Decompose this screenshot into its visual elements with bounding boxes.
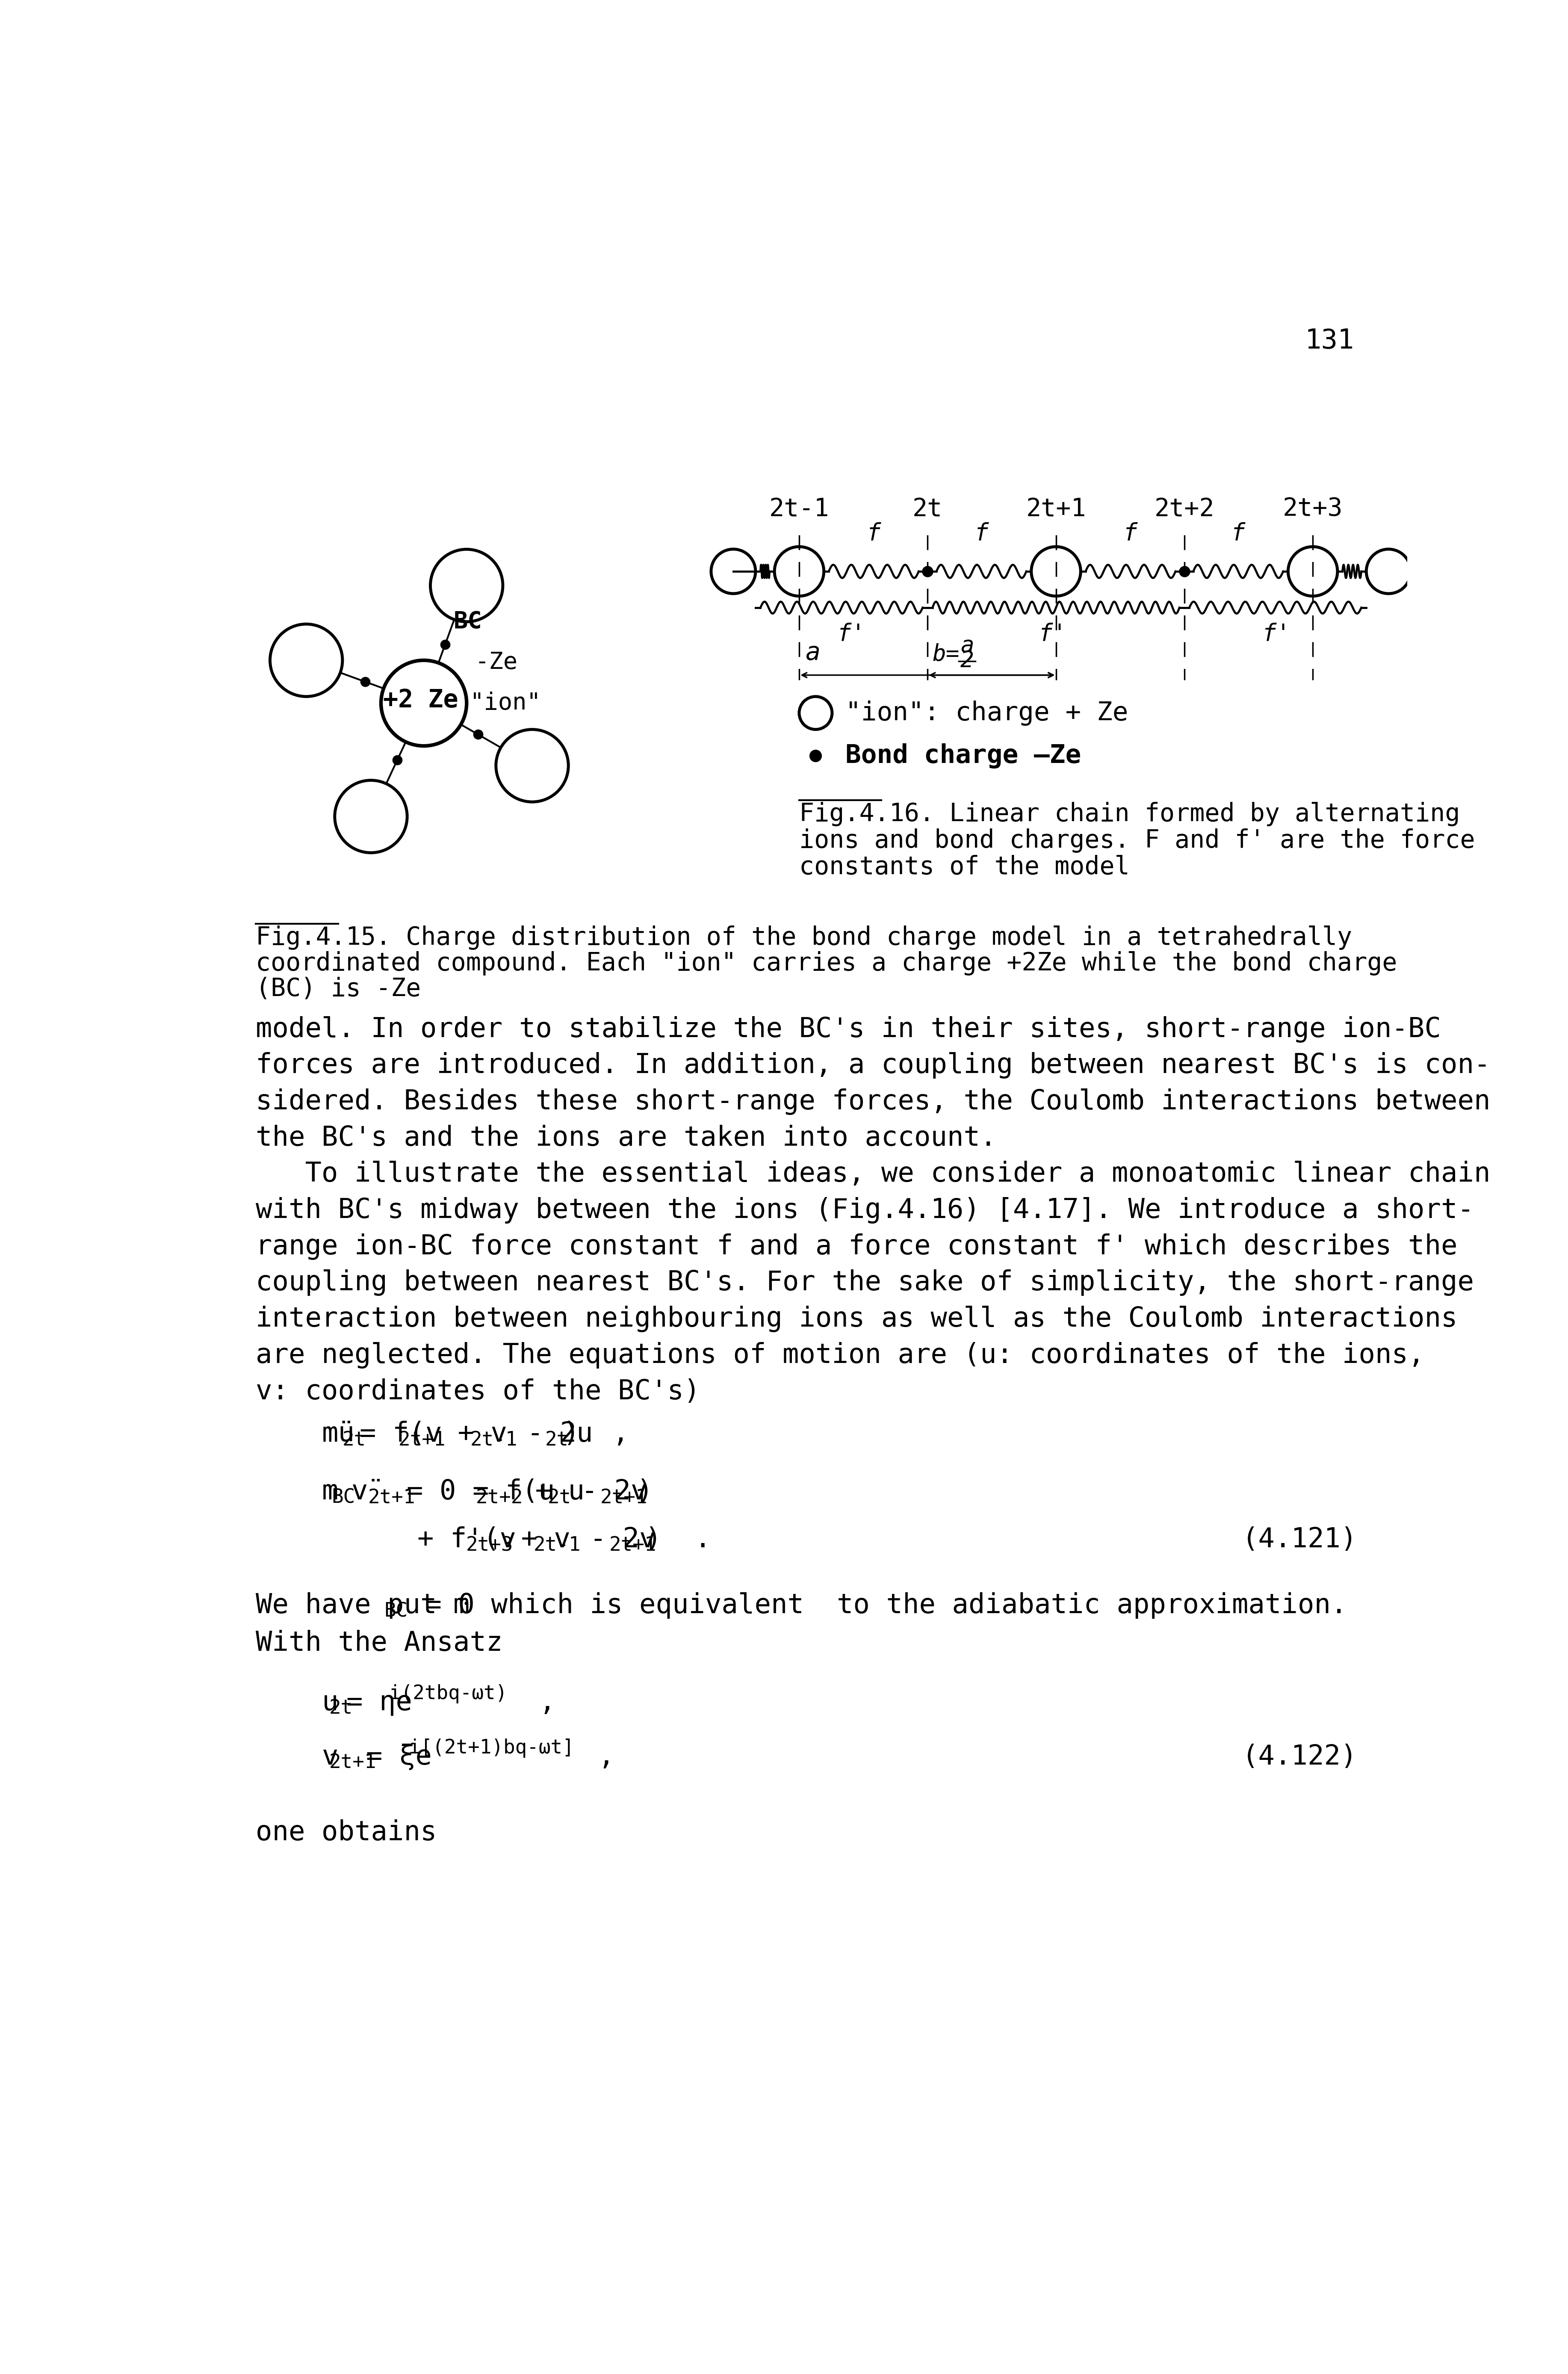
Text: sidered. Besides these short-range forces, the Coulomb interactions between: sidered. Besides these short-range force… [256, 1087, 1491, 1116]
Text: 131: 131 [1305, 328, 1353, 354]
Text: "ion": "ion" [470, 691, 541, 715]
Text: 2t+1: 2t+1 [398, 1432, 445, 1451]
Text: the BC's and the ions are taken into account.: the BC's and the ions are taken into acc… [256, 1125, 997, 1151]
Text: - 2v: - 2v [574, 1526, 655, 1553]
Text: u: u [321, 1690, 339, 1716]
Text: forces are introduced. In addition, a coupling between nearest BC's is con-: forces are introduced. In addition, a co… [256, 1052, 1491, 1078]
Text: v: v [321, 1743, 339, 1771]
Text: 2t-1: 2t-1 [533, 1536, 580, 1555]
Text: 2t+1: 2t+1 [601, 1488, 648, 1507]
Text: = 0 = f(u: = 0 = f(u [406, 1479, 555, 1505]
Text: To illustrate the essential ideas, we consider a monoatomic linear chain: To illustrate the essential ideas, we co… [256, 1161, 1491, 1187]
Text: We have put m: We have put m [256, 1593, 470, 1619]
Text: )  ,: ) , [563, 1422, 629, 1448]
Text: = ηe: = ηe [347, 1690, 412, 1716]
Text: 2t+1: 2t+1 [610, 1536, 657, 1555]
Text: 2t+3: 2t+3 [1283, 496, 1342, 520]
Text: Fig.4.16. Linear chain formed by alternating: Fig.4.16. Linear chain formed by alterna… [800, 802, 1460, 826]
Text: f': f' [837, 622, 866, 646]
Text: -Ze: -Ze [475, 650, 517, 674]
Text: With the Ansatz: With the Ansatz [256, 1631, 503, 1657]
Text: = 0 which is equivalent  to the adiabatic approximation.: = 0 which is equivalent to the adiabatic… [409, 1593, 1347, 1619]
Text: i[(2t+1)bq-ωt]: i[(2t+1)bq-ωt] [409, 1738, 574, 1757]
Text: + u: + u [519, 1479, 585, 1505]
Text: Fig.4.15. Charge distribution of the bond charge model in a tetrahedrally: Fig.4.15. Charge distribution of the bon… [256, 926, 1352, 950]
Text: f': f' [1262, 622, 1290, 646]
Text: (BC) is -Ze: (BC) is -Ze [256, 976, 422, 1002]
Text: 2t: 2t [342, 1432, 365, 1451]
Text: )  .: ) . [646, 1526, 712, 1553]
Text: - 2u: - 2u [511, 1422, 593, 1448]
Text: are neglected. The equations of motion are (u: coordinates of the ions,: are neglected. The equations of motion a… [256, 1341, 1425, 1367]
Text: 2t: 2t [547, 1488, 571, 1507]
Text: 2t-1: 2t-1 [470, 1432, 517, 1451]
Text: coupling between nearest BC's. For the sake of simplicity, the short-range: coupling between nearest BC's. For the s… [256, 1270, 1474, 1296]
Text: with BC's midway between the ions (Fig.4.16) [4.17]. We introduce a short-: with BC's midway between the ions (Fig.4… [256, 1196, 1474, 1223]
Text: f: f [974, 522, 988, 546]
Text: + f'(v: + f'(v [417, 1526, 516, 1553]
Text: f: f [1231, 522, 1245, 546]
Text: constants of the model: constants of the model [800, 855, 1129, 878]
Text: 2t+2: 2t+2 [475, 1488, 524, 1507]
Text: b=: b= [933, 643, 960, 665]
Text: = ξe: = ξe [367, 1743, 433, 1771]
Text: one obtains: one obtains [256, 1818, 437, 1847]
Text: model. In order to stabilize the BC's in their sites, short-range ion-BC: model. In order to stabilize the BC's in… [256, 1016, 1441, 1042]
Text: 2t+2: 2t+2 [1154, 496, 1215, 520]
Text: f: f [1123, 522, 1138, 546]
Text: ions and bond charges. F and f' are the force: ions and bond charges. F and f' are the … [800, 829, 1475, 852]
Text: v̈: v̈ [351, 1479, 384, 1505]
Text: m: m [321, 1479, 339, 1505]
Text: coordinated compound. Each "ion" carries a charge +2Ze while the bond charge: coordinated compound. Each "ion" carries… [256, 952, 1397, 976]
Text: i(2tbq-ωt): i(2tbq-ωt) [389, 1686, 508, 1705]
Text: mü: mü [321, 1422, 354, 1448]
Text: (4.121): (4.121) [1242, 1526, 1358, 1553]
Text: 2t+3: 2t+3 [466, 1536, 513, 1555]
Text: 2t: 2t [913, 496, 942, 520]
Text: = f(v: = f(v [359, 1422, 442, 1448]
Text: (4.122): (4.122) [1242, 1743, 1358, 1771]
Text: BC: BC [331, 1488, 356, 1507]
Text: f: f [867, 522, 881, 546]
Text: 2t: 2t [329, 1700, 353, 1719]
Text: 2: 2 [960, 650, 974, 672]
Text: ,: , [506, 1690, 555, 1716]
Text: interaction between neighbouring ions as well as the Coulomb interactions: interaction between neighbouring ions as… [256, 1306, 1458, 1332]
Text: ): ) [637, 1479, 652, 1505]
Text: 2t: 2t [546, 1432, 569, 1451]
Text: + v: + v [441, 1422, 506, 1448]
Text: range ion-BC force constant f and a force constant f' which describes the: range ion-BC force constant f and a forc… [256, 1232, 1458, 1261]
Text: 2t-1: 2t-1 [770, 496, 829, 520]
Text: a: a [960, 634, 974, 658]
Text: ,: , [566, 1743, 615, 1771]
Text: v: coordinates of the BC's): v: coordinates of the BC's) [256, 1379, 701, 1405]
Text: BC: BC [453, 610, 481, 634]
Text: +2 Ze: +2 Ze [383, 688, 458, 712]
Text: 2t+1: 2t+1 [1025, 496, 1087, 520]
Text: "ion": charge + Ze: "ion": charge + Ze [845, 700, 1127, 726]
Text: 2t+1: 2t+1 [329, 1752, 376, 1773]
Text: a: a [806, 641, 820, 665]
Text: Bond charge –Ze: Bond charge –Ze [845, 743, 1080, 769]
Text: - 2v: - 2v [564, 1479, 648, 1505]
Text: 2t+1: 2t+1 [368, 1488, 416, 1507]
Text: BC: BC [384, 1602, 408, 1621]
Text: f': f' [1038, 622, 1066, 646]
Text: + v: + v [505, 1526, 571, 1553]
